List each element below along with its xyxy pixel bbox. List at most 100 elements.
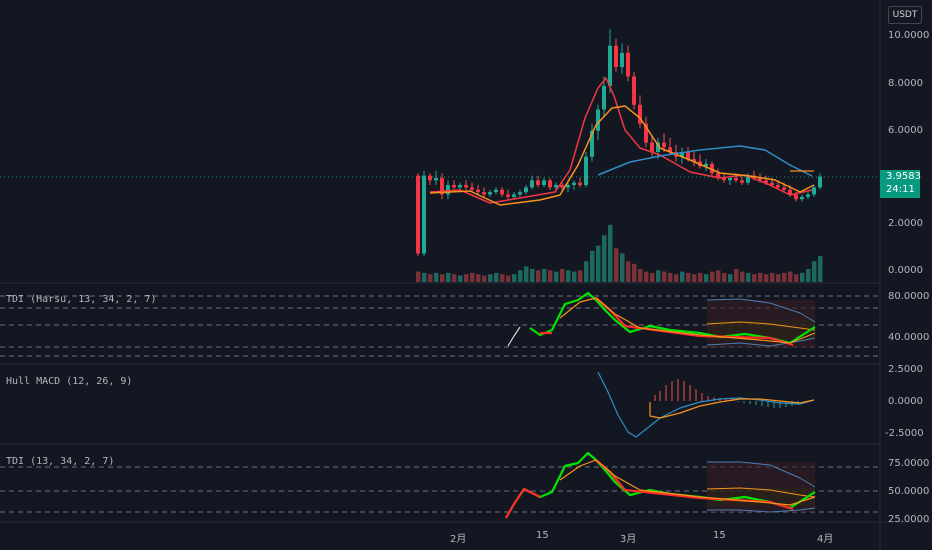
price-tick: 2.0000	[888, 218, 923, 229]
volume-bar	[470, 272, 475, 282]
tdi1-legend[interactable]: TDI (Harsu, 13, 34, 2, 7)	[6, 294, 157, 305]
volume-bar	[614, 248, 619, 282]
last-price-tag: 3.9583 24:11	[880, 170, 921, 198]
time-tick: 2月	[450, 534, 467, 545]
candle-body	[548, 180, 552, 188]
volume-bar	[758, 272, 763, 282]
time-tick: 4月	[817, 534, 834, 545]
tdi2-upper-band	[707, 461, 816, 488]
volume-bar	[800, 272, 805, 282]
candle-body	[428, 175, 432, 181]
volume-bar	[728, 274, 733, 282]
volume-bar	[554, 271, 559, 282]
volume-bar	[770, 272, 775, 282]
candle-body	[554, 185, 558, 188]
volume-bar	[740, 271, 745, 282]
volume-bar	[620, 253, 625, 282]
candle-body	[656, 142, 660, 152]
volume-bar	[422, 272, 427, 282]
volume-bar	[506, 275, 511, 282]
volume-bar	[488, 274, 493, 282]
volume-bar	[578, 270, 583, 282]
candle-body	[662, 142, 666, 148]
volume-bar	[572, 271, 577, 282]
volume-bar	[788, 271, 793, 282]
volume-bar	[674, 274, 679, 282]
candle-body	[806, 194, 810, 197]
candle-body	[536, 180, 540, 186]
volume-bar	[734, 269, 739, 282]
currency-button[interactable]: USDT	[888, 6, 922, 24]
tdi1-rsi-line	[529, 291, 816, 345]
candle-body	[464, 185, 468, 188]
tdi1-upper-band	[706, 298, 816, 323]
time-tick: 3月	[620, 534, 637, 545]
macd-legend[interactable]: Hull MACD (12, 26, 9)	[6, 376, 133, 387]
candle-body	[476, 189, 480, 193]
volume-bar	[416, 271, 421, 282]
volume-bar	[752, 274, 757, 282]
volume-bar	[464, 274, 469, 282]
candle-body	[488, 192, 492, 195]
candle-body	[800, 196, 804, 200]
candle-body	[740, 180, 744, 183]
volume-bar	[446, 272, 451, 282]
tdi2-legend[interactable]: TDI (13, 34, 2, 7)	[6, 456, 115, 467]
volume-bar	[776, 274, 781, 282]
candle-body	[734, 177, 738, 181]
tdi2-tick: 25.0000	[888, 514, 930, 525]
candle-body	[704, 163, 708, 167]
candle-body	[584, 156, 588, 186]
volume-bar	[524, 266, 529, 282]
volume-bar	[686, 272, 691, 282]
candle-body	[470, 187, 474, 190]
candle-body	[650, 142, 654, 152]
ma-long-line	[597, 145, 813, 177]
volume-bar	[542, 269, 547, 282]
volume-bar	[434, 272, 439, 282]
tdi2-lower-band	[707, 507, 816, 513]
volume-bar	[590, 250, 595, 282]
volume-bar	[668, 272, 673, 282]
candle-body	[746, 175, 750, 183]
volume-bar	[560, 269, 565, 282]
tdi1-black-line	[507, 326, 521, 347]
candle-body	[500, 189, 504, 195]
candle-body	[758, 177, 762, 181]
candle-body	[716, 173, 720, 178]
candle-body	[818, 176, 822, 188]
volume-bar	[536, 270, 541, 282]
tdi1-lower-band	[706, 337, 816, 347]
volume-bar	[638, 269, 643, 282]
candle-body	[512, 194, 516, 197]
candle-body	[482, 192, 486, 195]
volume-bar	[452, 274, 457, 282]
candle-body	[638, 104, 642, 124]
volume-bar	[482, 275, 487, 282]
volume-bar	[548, 270, 553, 282]
volume-bar	[512, 274, 517, 282]
price-tick: 6.0000	[888, 125, 923, 136]
candle-body	[710, 163, 714, 174]
candle-body	[728, 177, 732, 181]
candle-body	[608, 45, 612, 86]
candle-body	[602, 85, 606, 110]
candle-body	[782, 187, 786, 190]
volume-bar	[716, 270, 721, 282]
ma-fast-line	[429, 77, 813, 204]
macd-line	[597, 371, 815, 438]
volume-bar	[494, 272, 499, 282]
volume-bar	[476, 274, 481, 282]
candle-body	[524, 187, 528, 193]
volume-bar	[746, 272, 751, 282]
candle-body	[680, 152, 684, 157]
candle-body	[434, 177, 438, 181]
volume-bar	[764, 274, 769, 282]
candle-body	[416, 175, 420, 254]
candle-body	[446, 185, 450, 195]
candle-body	[572, 182, 576, 186]
candle-body	[644, 123, 648, 143]
time-tick: 15	[536, 530, 549, 541]
candle-body	[626, 52, 630, 77]
